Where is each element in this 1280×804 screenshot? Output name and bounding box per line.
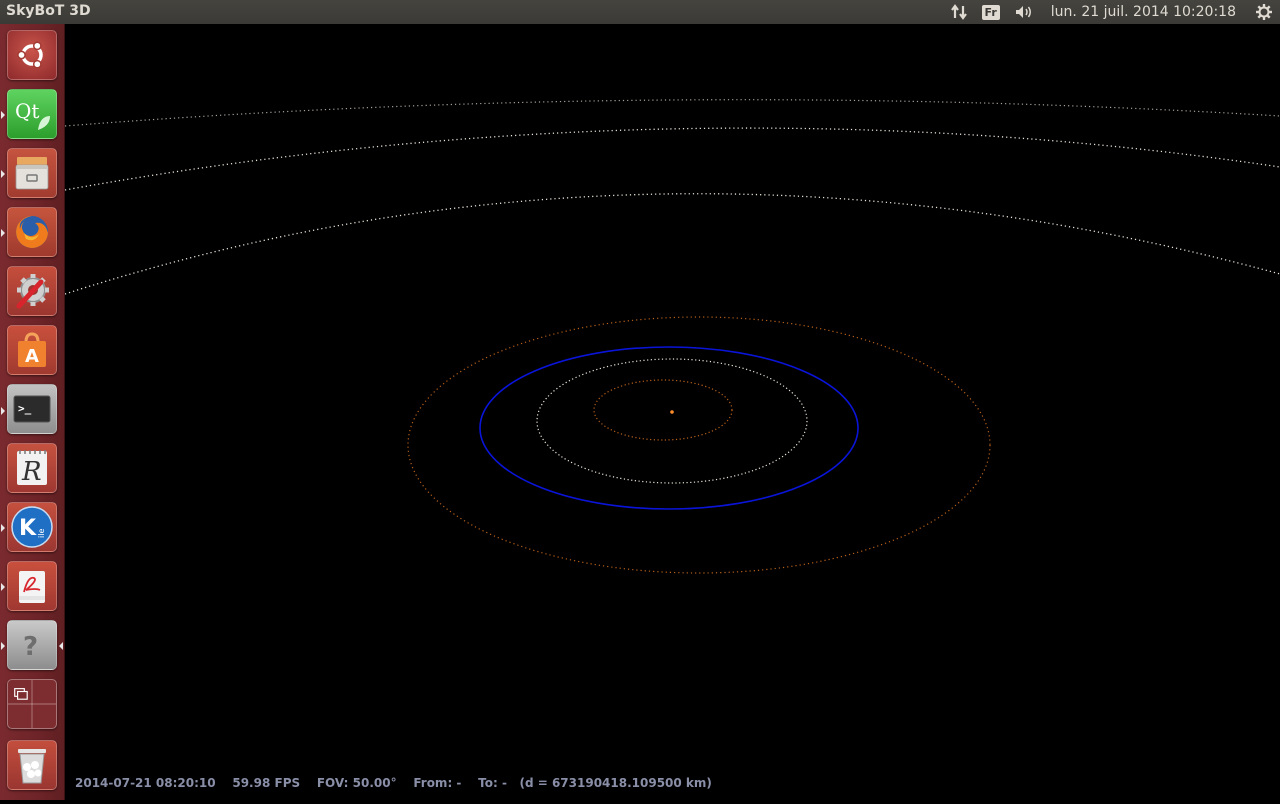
hud-status: 2014-07-21 08:20:10 59.98 FPS FOV: 50.00… <box>75 776 712 790</box>
svg-text:Qt: Qt <box>15 99 39 123</box>
svg-text:A: A <box>25 346 39 367</box>
files-running-indicator <box>1 170 5 178</box>
launcher-rstudio[interactable]: R <box>7 443 57 493</box>
file-cabinet-icon <box>15 157 49 190</box>
clock[interactable]: lun. 21 juil. 2014 10:20:18 <box>1050 4 1236 20</box>
hud-to: To: - <box>478 776 507 790</box>
orbit-scene <box>64 99 1280 574</box>
dash-home-button[interactable] <box>7 30 57 80</box>
speaker-icon <box>1015 6 1031 18</box>
session-indicator[interactable] <box>1248 0 1280 24</box>
question-icon: ? <box>23 632 38 662</box>
ubuntu-logo-icon <box>17 41 43 69</box>
launcher-software-center[interactable]: A <box>7 325 57 375</box>
svg-text:>_: >_ <box>18 402 32 415</box>
terminal-icon: >_ <box>13 395 51 423</box>
svg-text:?: ? <box>23 632 38 662</box>
hud-fov: FOV: 50.00° <box>316 776 397 790</box>
kile-icon: K ile <box>11 506 53 548</box>
launcher-terminal[interactable]: >_ <box>7 384 57 434</box>
gear-icon <box>1256 4 1272 20</box>
outer-orbit-1 <box>64 99 1280 127</box>
keyboard-layout-label: Fr <box>981 4 1000 20</box>
orbit-venus <box>536 358 808 484</box>
launcher-firefox[interactable] <box>7 207 57 257</box>
skybot-3d-viewport[interactable] <box>64 24 1280 800</box>
sound-indicator[interactable] <box>1007 0 1041 24</box>
r-notebook-icon: R <box>17 450 47 487</box>
svg-text:R: R <box>21 457 42 487</box>
firefox-running-indicator <box>1 229 5 237</box>
qt-icon: Qt <box>15 99 50 130</box>
launcher-qt-creator[interactable]: Qt <box>7 89 57 139</box>
launcher-workspace-switcher[interactable] <box>7 679 57 729</box>
hud-datetime: 2014-07-21 08:20:10 <box>75 776 216 790</box>
svg-text:ile: ile <box>37 529 46 538</box>
launcher-kile[interactable]: K ile <box>7 502 57 552</box>
sun-marker <box>670 410 674 414</box>
pdf-running-indicator <box>1 583 5 591</box>
launcher-pdf-reader[interactable] <box>7 561 57 611</box>
svg-text:K: K <box>19 516 37 541</box>
workspaces-icon <box>8 680 56 728</box>
keyboard-layout-indicator[interactable]: Fr <box>975 0 1007 24</box>
top-panel: SkyBoT 3D Fr lun. 21 juil. 2014 10:20:18 <box>0 0 1280 24</box>
focused-app-indicator <box>59 642 63 650</box>
launcher-system-settings[interactable] <box>7 266 57 316</box>
indicator-area: Fr lun. 21 juil. 2014 10:20:18 <box>943 0 1280 24</box>
hud-distance: (d = 673190418.109500 km) <box>519 776 712 790</box>
outer-orbit-3 <box>64 193 1280 295</box>
outer-orbit-2 <box>64 127 1280 191</box>
unknown-running-indicator <box>1 642 5 650</box>
firefox-icon <box>16 216 48 248</box>
launcher-files[interactable] <box>7 148 57 198</box>
network-updown-icon <box>950 4 967 20</box>
hud-from: From: - <box>413 776 462 790</box>
launcher-trash[interactable] <box>7 740 57 790</box>
launcher: Qt <box>0 24 65 800</box>
settings-wrench-icon <box>16 274 49 309</box>
kile-running-indicator <box>1 524 5 532</box>
launcher-unknown-app[interactable]: ? <box>7 620 57 670</box>
shopping-bag-icon: A <box>18 332 46 367</box>
pdf-icon <box>19 571 45 603</box>
hud-fps: 59.98 FPS <box>232 776 301 790</box>
network-indicator[interactable] <box>943 0 975 24</box>
orbit-earth <box>479 346 859 510</box>
orbit-mars <box>407 316 991 574</box>
qt-running-indicator <box>1 111 5 119</box>
trash-icon <box>18 749 46 784</box>
orbit-mercury <box>593 379 733 441</box>
terminal-running-indicator <box>1 407 5 415</box>
app-title: SkyBoT 3D <box>6 3 91 19</box>
